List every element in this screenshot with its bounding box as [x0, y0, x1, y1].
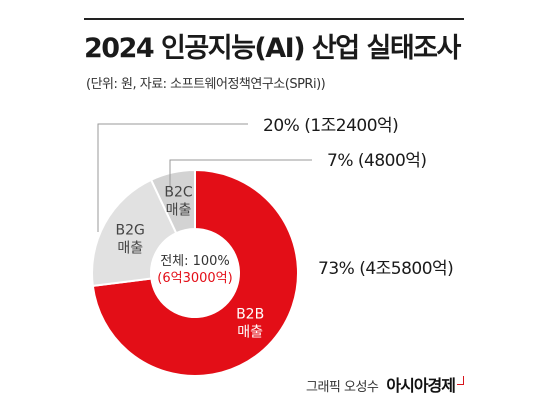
- callout-b2g: 20% (1조2400억): [263, 116, 398, 136]
- total-label: 전체: 100%: [160, 254, 230, 269]
- brand-logo: 아시아경제: [386, 372, 464, 396]
- brand-mark-icon: [457, 376, 464, 385]
- graphic-credit: 그래픽 오성수: [305, 380, 379, 395]
- slice-b2b: [91, 168, 299, 377]
- slice-sublabel-b2g: 매출: [117, 240, 143, 256]
- leader-line-b2c: [169, 159, 312, 187]
- slice-b2c: [149, 168, 196, 235]
- total-value: (6억3000억): [157, 271, 232, 286]
- top-rule: [84, 18, 464, 20]
- slice-b2g: [91, 178, 178, 288]
- credit: 그래픽 오성수 아시아경제: [306, 372, 464, 396]
- source-note: (단위: 원, 자료: 소프트웨어정책연구소(SPRi)): [86, 77, 326, 92]
- leader-line-b2g: [97, 123, 248, 232]
- callout-b2b: 73% (4조5800억): [318, 259, 453, 279]
- slice-sublabel-b2c: 매출: [166, 202, 192, 218]
- slice-sublabel-b2b: 매출: [237, 325, 263, 341]
- slice-label-b2b: B2B: [236, 307, 264, 323]
- slice-label-b2g: B2G: [116, 222, 145, 238]
- callout-b2c: 7% (4800억): [327, 151, 427, 171]
- page-title: 2024 인공지능(AI) 산업 실태조사: [84, 33, 461, 64]
- slice-label-b2c: B2C: [164, 184, 193, 200]
